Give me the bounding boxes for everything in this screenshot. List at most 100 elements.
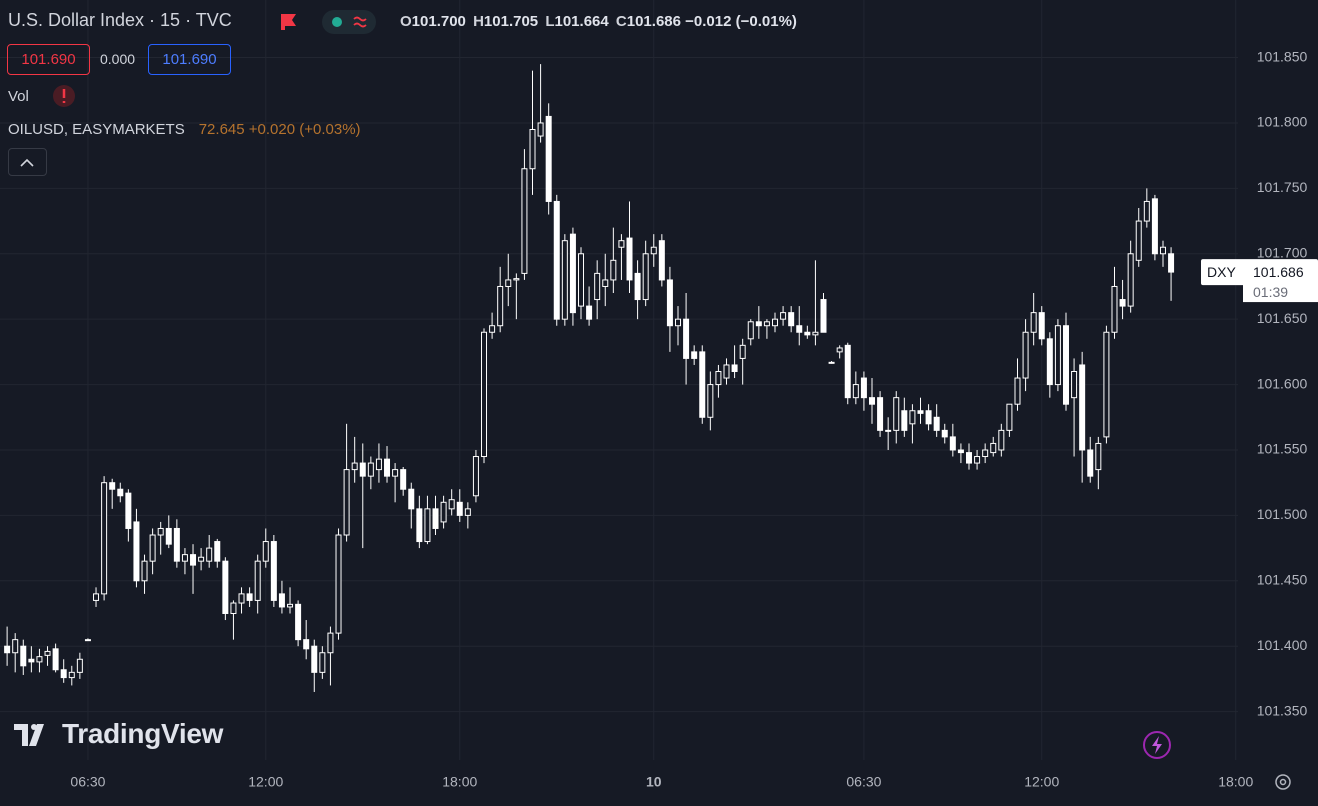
candle-body (44, 650, 51, 656)
grid (0, 0, 1238, 760)
flag-icon[interactable] (281, 14, 296, 30)
candle-body (141, 560, 148, 582)
candle-body (772, 318, 779, 327)
candle-body (626, 237, 633, 281)
candle-body (909, 410, 916, 425)
candle-body (755, 321, 762, 327)
candle-body (303, 639, 310, 650)
volume-label[interactable]: Vol (8, 88, 29, 105)
candle-body (852, 384, 859, 399)
y-tick-label: 101.350 (1257, 702, 1308, 718)
candle-body (788, 312, 795, 327)
candle-body (327, 632, 334, 654)
x-tick-label: 10 (646, 774, 662, 790)
status-pill[interactable] (322, 10, 376, 34)
buy-button[interactable]: 101.690 (148, 44, 231, 75)
candle-body (812, 331, 819, 336)
candle-body (634, 272, 641, 301)
compare-symbol[interactable]: OILUSD, EASYMARKETS (8, 121, 185, 138)
delay-icon (353, 16, 367, 28)
candle-body (739, 344, 746, 359)
candle-body (901, 410, 908, 431)
spread: 0.000 (100, 51, 136, 67)
candle-body (4, 645, 11, 654)
candle-body (1151, 198, 1158, 255)
sell-button[interactable]: 101.690 (7, 44, 90, 75)
candle-body (295, 603, 302, 641)
candle-body (877, 397, 884, 431)
ohlc-value: 101.686 (626, 13, 681, 30)
candle-body (311, 645, 318, 673)
candle-body (723, 364, 730, 379)
candle-body (222, 560, 229, 614)
ohlc-value: 101.700 (411, 13, 466, 30)
candle-body (1054, 325, 1061, 386)
candle-body (36, 656, 43, 663)
brand-logo-dot (31, 724, 37, 730)
candle-body (529, 129, 536, 170)
candle-body (93, 593, 100, 601)
candle-body (561, 240, 568, 320)
candle-body (1087, 449, 1094, 477)
candle-body (254, 560, 261, 601)
compare-legend: OILUSD, EASYMARKETS 72.645 +0.020 (+0.03%… (8, 121, 361, 138)
x-tick-label: 12:00 (248, 774, 283, 790)
candle-body (408, 488, 415, 510)
candle-body (893, 397, 900, 431)
candle-body (513, 278, 520, 281)
candle-body (278, 593, 285, 608)
candle-body (666, 279, 673, 327)
candle-body (181, 554, 188, 562)
candle-body (384, 458, 391, 477)
candle-body (287, 603, 294, 608)
settings-button[interactable] (1275, 774, 1291, 790)
candle-body (691, 351, 698, 359)
symbol-title[interactable]: U.S. Dollar Index · 15 · TVC (8, 10, 232, 30)
candle-body (28, 658, 35, 663)
ohlc-value: 101.705 (483, 13, 539, 30)
y-tick-label: 101.550 (1257, 441, 1308, 457)
candle-body (521, 168, 528, 274)
compare-price: 72.645 (198, 121, 245, 138)
candle-body (375, 458, 382, 471)
candle-body (974, 456, 981, 464)
x-tick-label: 06:30 (846, 774, 881, 790)
x-tick-label: 06:30 (70, 774, 105, 790)
candle-body (109, 482, 116, 490)
candle-body (392, 469, 399, 477)
collapse-button[interactable] (8, 148, 47, 176)
flash-button[interactable] (1143, 731, 1171, 759)
candle-body (489, 325, 496, 333)
candle-body (545, 115, 552, 202)
candle-body (206, 547, 213, 562)
y-tick-label: 101.800 (1257, 114, 1308, 130)
candle-body (238, 593, 245, 604)
ohlc-value: 101.664 (554, 13, 609, 30)
candle-body (1111, 285, 1118, 333)
candle-body (1030, 312, 1037, 333)
candle-body (440, 501, 447, 523)
candle-body (448, 499, 455, 510)
candle-body (1071, 370, 1078, 399)
candle-body (1135, 220, 1142, 261)
candle-body (190, 554, 197, 566)
candle-body (1159, 246, 1166, 255)
candle-body (157, 527, 164, 536)
candle-body (464, 508, 471, 516)
candle-body (925, 410, 932, 425)
candle-body (933, 416, 940, 431)
candle-body (699, 351, 706, 418)
candle-body (820, 299, 827, 333)
candle-body (497, 285, 504, 327)
ohlc-key: O (400, 13, 412, 30)
candle-body (165, 527, 172, 545)
candle-body (1062, 325, 1069, 405)
ohlc-legend: O101.700 H101.705 L101.664 C101.686 −0.0… (397, 13, 797, 30)
x-tick-label: 12:00 (1024, 774, 1059, 790)
candle-body (618, 240, 625, 248)
candle-body (1127, 253, 1134, 307)
market-open-dot (332, 17, 342, 27)
brand: TradingView (62, 718, 224, 749)
candle-body (456, 501, 463, 516)
